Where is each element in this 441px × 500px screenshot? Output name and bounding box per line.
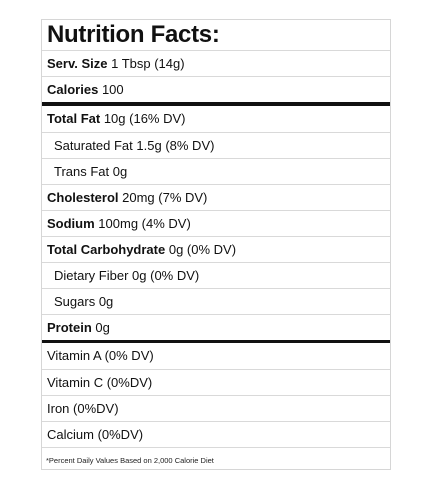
vitamin-text: Vitamin A (0% DV)	[47, 348, 154, 363]
nutrient-row-sugars: Sugars 0g	[42, 288, 390, 314]
nutrient-label: Saturated Fat	[54, 138, 133, 153]
serving-size-value: 1 Tbsp (14g)	[111, 56, 185, 71]
serving-size-label: Serv. Size	[47, 56, 108, 71]
vitamin-row: Vitamin C (0%DV)	[42, 369, 390, 395]
thick-divider-bottom	[42, 340, 390, 343]
nutrient-label: Sodium	[47, 216, 95, 231]
nutrient-label: Protein	[47, 320, 92, 335]
nutrient-value: 0g	[98, 294, 114, 309]
nutrient-label: Sugars	[54, 294, 96, 309]
nutrient-label: Total Carbohydrate	[47, 242, 166, 257]
nutrition-facts-label: Nutrition Facts: Serv. Size 1 Tbsp (14g)…	[41, 19, 391, 470]
calories-label: Calories	[47, 82, 99, 97]
calories-row: Calories 100	[42, 76, 390, 102]
vitamin-text: Iron (0%DV)	[47, 401, 119, 416]
vitamin-row: Iron (0%DV)	[42, 395, 390, 421]
nutrient-label: Total Fat	[47, 111, 101, 126]
nutrient-value: 0g (0% DV)	[132, 268, 200, 283]
nutrient-row-cholesterol: Cholesterol 20mg (7% DV)	[42, 184, 390, 210]
footnote: *Percent Daily Values Based on 2,000 Cal…	[42, 447, 390, 472]
nutrient-row-saturated-fat: Saturated Fat 1.5g (8% DV)	[42, 132, 390, 158]
nutrient-row-dietary-fiber: Dietary Fiber 0g (0% DV)	[42, 262, 390, 288]
nutrient-value: 1.5g (8% DV)	[136, 138, 215, 153]
nutrient-label: Trans Fat	[54, 164, 110, 179]
vitamin-row: Calcium (0%DV)	[42, 421, 390, 447]
nutrient-value: 20mg (7% DV)	[122, 190, 208, 205]
nutrient-row-sodium: Sodium 100mg (4% DV)	[42, 210, 390, 236]
nutrient-row-total-fat: Total Fat 10g (16% DV)	[42, 106, 390, 132]
vitamin-text: Vitamin C (0%DV)	[47, 375, 153, 390]
nutrient-value: 100mg (4% DV)	[98, 216, 191, 231]
nutrient-row-trans-fat: Trans Fat 0g	[42, 158, 390, 184]
label-title: Nutrition Facts:	[47, 21, 220, 48]
nutrient-value: 10g (16% DV)	[103, 111, 186, 126]
nutrient-value: 0g	[95, 320, 110, 335]
nutrient-value: 0g	[112, 164, 128, 179]
nutrient-row-protein: Protein 0g	[42, 314, 390, 340]
serving-size-row: Serv. Size 1 Tbsp (14g)	[42, 50, 390, 76]
vitamin-row: Vitamin A (0% DV)	[42, 343, 390, 369]
thick-divider-top	[42, 102, 390, 106]
vitamin-text: Calcium (0%DV)	[47, 427, 144, 442]
nutrient-row-total-carbohydrate: Total Carbohydrate 0g (0% DV)	[42, 236, 390, 262]
calories-value: 100	[101, 82, 124, 97]
nutrient-value: 0g (0% DV)	[168, 242, 237, 257]
nutrient-label: Cholesterol	[47, 190, 119, 205]
nutrient-label: Dietary Fiber	[54, 268, 129, 283]
